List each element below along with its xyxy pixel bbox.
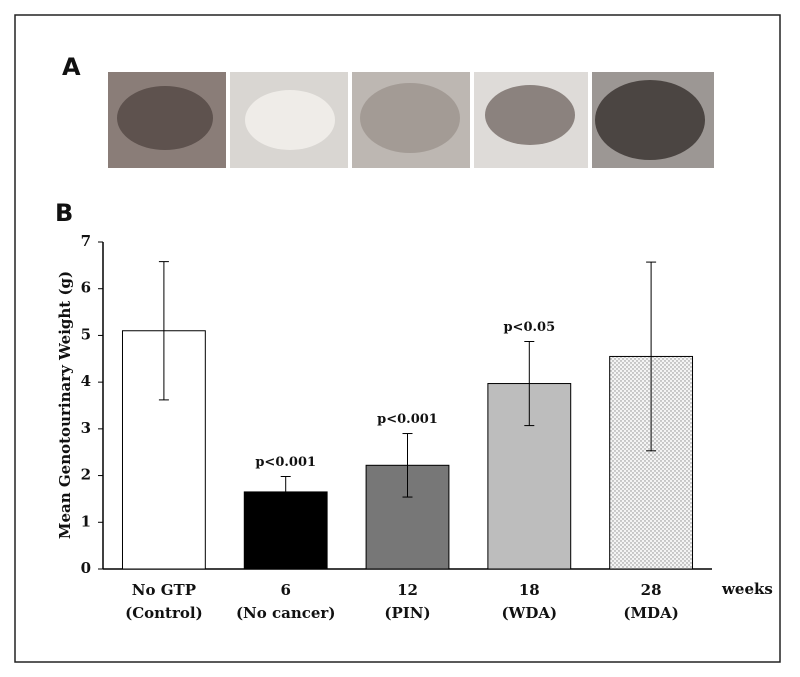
photo-organ xyxy=(360,83,460,153)
y-tick-label: 6 xyxy=(81,279,91,297)
x-tick-label: 28 xyxy=(641,581,662,599)
photo-strip xyxy=(108,72,714,168)
photo-organ xyxy=(485,85,575,145)
x-tick-label: 6 xyxy=(280,581,290,599)
photo-organ xyxy=(595,80,705,160)
annotation: p<0.001 xyxy=(255,455,316,470)
y-axis-label: Mean Genotourinary Weight (g) xyxy=(56,271,74,539)
x-tick-note: (PIN) xyxy=(384,604,430,622)
x-tick-note: (Control) xyxy=(125,604,203,622)
x-tick-label: 12 xyxy=(397,581,418,599)
y-tick-label: 0 xyxy=(81,559,91,577)
x-tick-note: (WDA) xyxy=(501,604,557,622)
y-tick-label: 3 xyxy=(81,419,91,437)
panel-label: A xyxy=(62,53,81,81)
photo-organ xyxy=(117,86,213,150)
panel-label: B xyxy=(55,199,73,227)
annotation: p<0.001 xyxy=(377,412,438,427)
x-tick-note: (No cancer) xyxy=(236,604,335,622)
x-tick-label: No GTP xyxy=(132,581,196,599)
y-tick-label: 1 xyxy=(81,512,91,530)
y-tick-label: 5 xyxy=(81,325,91,343)
y-tick-label: 4 xyxy=(81,372,91,390)
x-tick-label: 18 xyxy=(519,581,540,599)
annotation: p<0.05 xyxy=(503,320,555,335)
y-tick-label: 2 xyxy=(81,466,91,484)
x-tick-note: (MDA) xyxy=(623,604,678,622)
frame xyxy=(14,14,781,663)
photo-organ xyxy=(245,90,335,150)
x-axis-label: weeks xyxy=(721,580,773,598)
y-tick-label: 7 xyxy=(81,232,91,250)
